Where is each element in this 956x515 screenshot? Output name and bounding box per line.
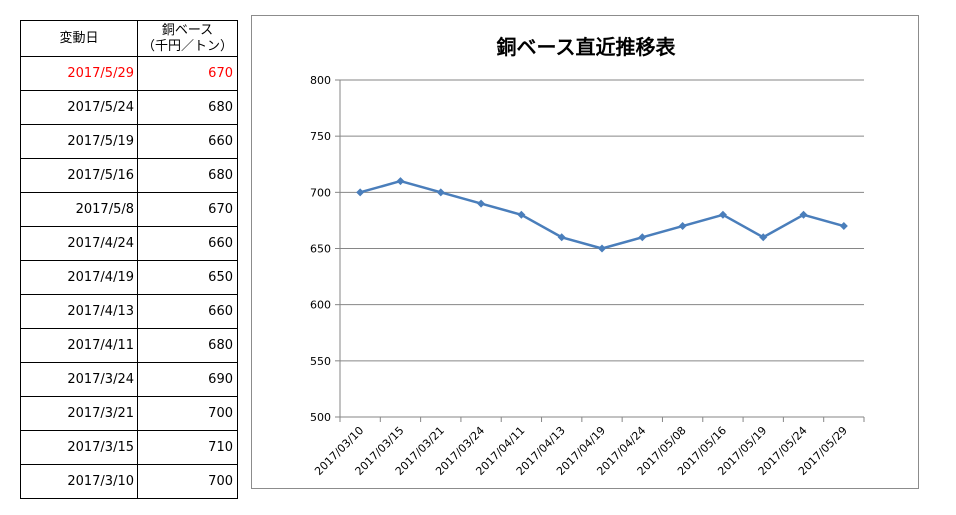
row-date: 2017/4/11 xyxy=(20,328,138,363)
row-price: 710 xyxy=(137,430,238,465)
table-row: 2017/4/11 680 xyxy=(20,328,238,363)
series-line xyxy=(359,179,845,250)
row-price: 680 xyxy=(137,90,238,125)
table-row: 2017/4/24 660 xyxy=(20,226,238,261)
y-tick-label: 750 xyxy=(310,130,331,143)
row-date: 2017/5/19 xyxy=(20,124,138,159)
chart-area: 銅ベース直近推移表 500 550 600 650 700 750 800 2017/03/… xyxy=(251,15,919,489)
y-tick-label: 550 xyxy=(310,355,331,368)
y-tick-label: 700 xyxy=(310,186,331,199)
series xyxy=(356,177,848,253)
row-date: 2017/5/29 xyxy=(20,56,138,91)
gridlines xyxy=(335,79,864,418)
y-tick-label: 800 xyxy=(310,74,331,87)
row-date: 2017/3/10 xyxy=(20,464,138,499)
date-column-header: 変動日 xyxy=(20,20,138,57)
chart-title: 銅ベース直近推移表 xyxy=(497,35,677,59)
table-row: 2017/3/10 700 xyxy=(20,464,238,499)
data-point xyxy=(718,210,727,219)
data-point xyxy=(678,222,687,231)
price-header-line1: 銅ベース xyxy=(161,22,214,38)
table-row: 2017/5/29 670 xyxy=(20,56,238,91)
table-header-row: 変動日 銅ベース （千円／トン） xyxy=(20,20,238,57)
row-date: 2017/4/19 xyxy=(20,260,138,295)
row-date: 2017/5/24 xyxy=(20,90,138,125)
row-price: 680 xyxy=(137,328,238,363)
line-chart: 銅ベース直近推移表 500 550 600 650 700 750 800 2017/03/… xyxy=(310,35,865,478)
data-point xyxy=(436,188,445,197)
row-price: 660 xyxy=(137,294,238,329)
row-price: 650 xyxy=(137,260,238,295)
row-price: 700 xyxy=(137,464,238,499)
price-column-header: 銅ベース （千円／トン） xyxy=(137,20,238,57)
table-row: 2017/3/15 710 xyxy=(20,430,238,465)
table-row: 2017/5/8 670 xyxy=(20,192,238,227)
row-price: 660 xyxy=(137,226,238,261)
price-table: 変動日 銅ベース （千円／トン） 2017/5/29 670 2017/5/24 68… xyxy=(20,20,238,499)
y-tick-label: 650 xyxy=(310,243,331,256)
row-price: 690 xyxy=(137,362,238,397)
x-axis-ticks: 2017/03/102017/03/152017/03/212017/03/24… xyxy=(312,417,865,478)
row-date: 2017/3/21 xyxy=(20,396,138,431)
data-point xyxy=(799,210,808,219)
row-price: 700 xyxy=(137,396,238,431)
row-date: 2017/3/24 xyxy=(20,362,138,397)
y-tick-label: 500 xyxy=(310,411,331,424)
data-point xyxy=(477,199,486,208)
price-header-line2: （千円／トン） xyxy=(141,38,233,54)
data-point xyxy=(598,244,606,253)
row-date: 2017/4/13 xyxy=(20,294,138,329)
table-row: 2017/5/19 660 xyxy=(20,124,238,159)
row-date: 2017/4/24 xyxy=(20,226,138,261)
table-row: 2017/5/24 680 xyxy=(20,90,238,125)
row-price: 670 xyxy=(137,56,238,91)
row-price: 680 xyxy=(137,158,238,193)
data-point xyxy=(759,233,768,242)
table-row: 2017/4/13 660 xyxy=(20,294,238,329)
row-date: 2017/3/15 xyxy=(20,430,138,465)
y-tick-label: 600 xyxy=(310,299,331,312)
data-point xyxy=(396,177,405,186)
table-row: 2017/5/16 680 xyxy=(20,158,238,193)
row-price: 660 xyxy=(137,124,238,159)
row-date: 2017/5/16 xyxy=(20,158,138,193)
row-date: 2017/5/8 xyxy=(20,192,138,227)
data-point xyxy=(839,222,848,231)
y-axis-ticks: 500 550 600 650 700 750 800 xyxy=(310,74,331,424)
table-row: 2017/3/24 690 xyxy=(20,362,238,397)
data-point xyxy=(638,233,647,242)
data-point xyxy=(557,233,566,242)
table-row: 2017/4/19 650 xyxy=(20,260,238,295)
table-body: 2017/5/29 670 2017/5/24 680 2017/5/19 660 2017… xyxy=(20,56,238,499)
table-row: 2017/3/21 700 xyxy=(20,396,238,431)
row-price: 670 xyxy=(137,192,238,227)
data-point xyxy=(517,210,526,219)
data-point xyxy=(356,188,365,197)
